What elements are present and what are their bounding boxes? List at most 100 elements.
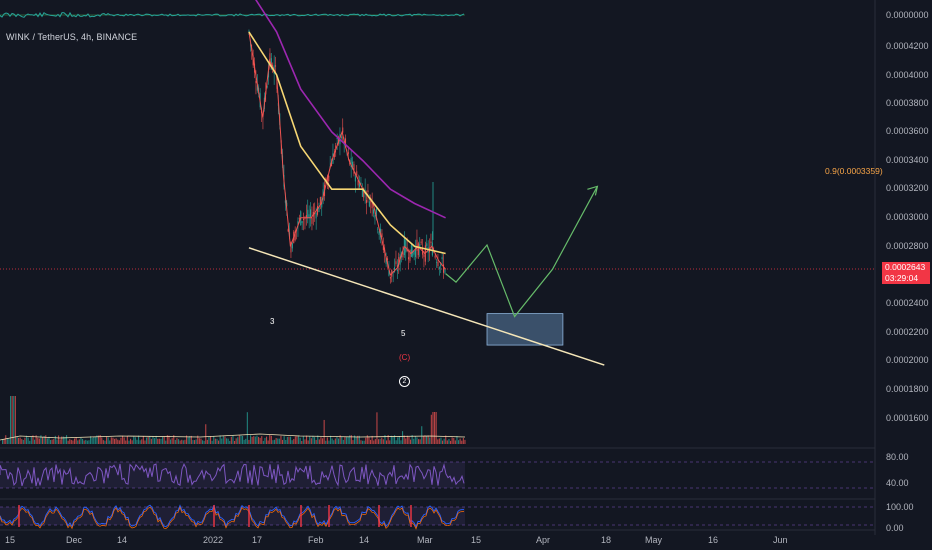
volume-bar <box>194 440 196 444</box>
stoch-pane[interactable] <box>0 498 875 530</box>
volume-bar <box>322 438 324 444</box>
volume-bar <box>203 440 205 444</box>
candle-body <box>297 221 299 227</box>
volume-bar <box>197 435 199 444</box>
volume-bar <box>264 437 266 444</box>
candle-body <box>319 197 321 205</box>
volume-bar <box>277 438 279 444</box>
current-price-value: 0.0002643 <box>885 262 926 272</box>
volume-bar <box>8 438 10 444</box>
volume-bar <box>2 439 4 444</box>
volume-bar <box>70 439 72 444</box>
volume-bar <box>243 439 245 444</box>
volume-bar <box>418 439 420 444</box>
symbol-title[interactable]: WINK / TetherUS, 4h, BINANCE <box>6 32 138 42</box>
candle-body <box>366 200 368 203</box>
volume-bar <box>310 438 312 444</box>
volume-bar <box>214 438 216 444</box>
volume-bar <box>91 437 93 444</box>
volume-bar <box>296 436 298 444</box>
volume-bar <box>235 438 237 444</box>
volume-bar <box>48 436 50 444</box>
volume-bar <box>317 435 319 444</box>
candle-body <box>415 247 417 258</box>
volume-bar <box>330 435 332 444</box>
ma-line-2 <box>248 31 446 255</box>
volume-bar <box>256 435 258 444</box>
volume-bar <box>224 436 226 444</box>
candle-body <box>430 241 432 244</box>
volume-bar <box>286 437 288 444</box>
volume-bar <box>104 440 106 444</box>
volume-bar <box>35 435 37 444</box>
stoch-tick-0: 0.00 <box>886 523 904 533</box>
candle-body <box>368 201 370 207</box>
candle-body <box>326 179 328 184</box>
volume-bar <box>320 437 322 444</box>
volume-bar <box>118 440 120 444</box>
ma-line-1 <box>248 31 446 276</box>
volume-bar <box>384 435 386 444</box>
support-trendline[interactable] <box>248 247 605 366</box>
stoch-cross-bar <box>213 505 215 527</box>
volume-bar <box>208 436 210 444</box>
candle-body <box>375 209 377 217</box>
rsi-pane[interactable] <box>0 447 875 489</box>
price-axis[interactable]: 0.0000000 0.0004200 0.0004000 0.0003800 0.00… <box>886 10 929 423</box>
volume-bar <box>85 439 87 444</box>
volume-bar <box>147 436 149 444</box>
candle-body <box>419 243 421 249</box>
target-zone-box[interactable] <box>486 313 564 346</box>
volume-bar <box>40 435 42 444</box>
projection-arrowhead <box>587 185 599 196</box>
volume-bar <box>230 436 232 444</box>
volume-bar <box>363 440 365 444</box>
current-price-badge: 0.0002643 03:29:04 <box>882 262 930 284</box>
rsi-tick-40: 40.00 <box>886 478 909 488</box>
projection-path[interactable] <box>445 186 598 318</box>
candle-body <box>294 231 296 241</box>
bar-countdown: 03:29:04 <box>885 273 919 283</box>
volume-bar <box>435 412 437 444</box>
candle-body <box>301 221 303 224</box>
volume-bar <box>365 437 367 444</box>
candle-body <box>359 182 361 187</box>
volume-bar <box>184 439 186 444</box>
volume-bar <box>434 412 436 444</box>
volume-bar <box>451 437 453 444</box>
volume-bar <box>285 439 287 444</box>
candle-body <box>388 269 390 276</box>
candle-body <box>268 71 270 78</box>
volume-bar <box>218 440 220 444</box>
volume-bar <box>198 438 200 444</box>
volume-bar <box>323 419 325 444</box>
candle-body <box>360 182 362 184</box>
candle-body <box>361 188 363 197</box>
volume-bar <box>248 439 250 444</box>
volume-bar <box>78 439 80 444</box>
volume-bar <box>445 435 447 444</box>
volume-bar <box>27 437 29 444</box>
volume-bar <box>266 436 268 444</box>
volume-bar <box>179 440 181 444</box>
volume-bar <box>120 437 122 444</box>
volume-bar <box>403 435 405 444</box>
candle-body <box>305 215 307 218</box>
volume-bar <box>258 436 260 444</box>
volume-bar <box>350 435 352 444</box>
time-axis[interactable]: 15 Dec 14 2022 17 Feb 14 Mar 15 Apr 18 May 16 Jun <box>5 535 788 545</box>
volume-bar <box>336 436 338 444</box>
volume-bar <box>240 435 242 444</box>
candles <box>248 29 446 284</box>
candle-body <box>405 240 407 253</box>
candle-body <box>262 118 264 120</box>
time-tick: Dec <box>66 535 83 545</box>
volume-bar <box>166 435 168 444</box>
volume-bar <box>342 439 344 444</box>
volume-bar <box>402 431 404 444</box>
volume-bar <box>290 436 292 444</box>
volume-bar <box>66 435 68 444</box>
volume-bar <box>222 435 224 444</box>
volume-bar <box>448 439 450 444</box>
